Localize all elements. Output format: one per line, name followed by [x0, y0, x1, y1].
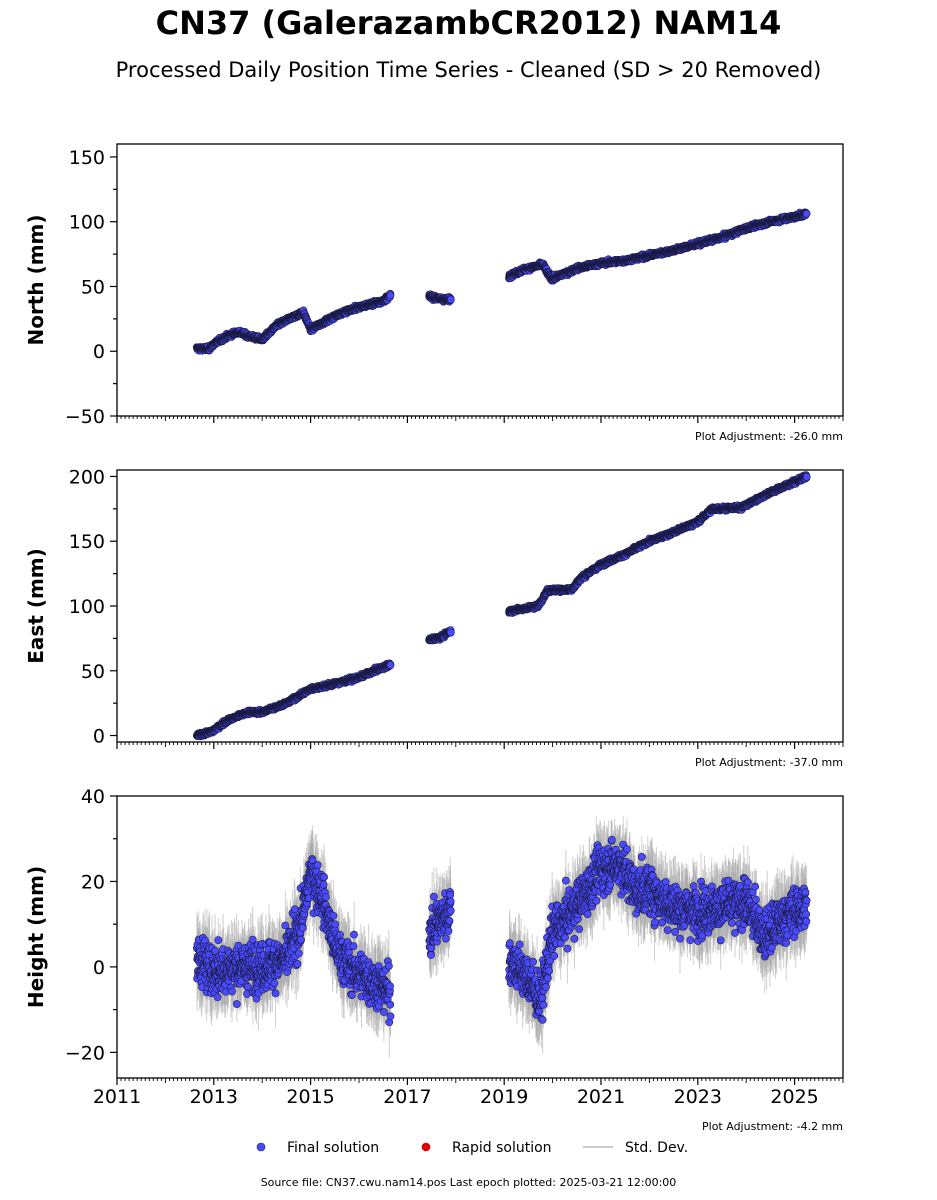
- north-data: [193, 209, 810, 354]
- north-points: [193, 209, 810, 354]
- north-stddev-bars: [197, 209, 807, 354]
- final-solution-point: [387, 292, 394, 299]
- final-solution-point: [447, 296, 454, 303]
